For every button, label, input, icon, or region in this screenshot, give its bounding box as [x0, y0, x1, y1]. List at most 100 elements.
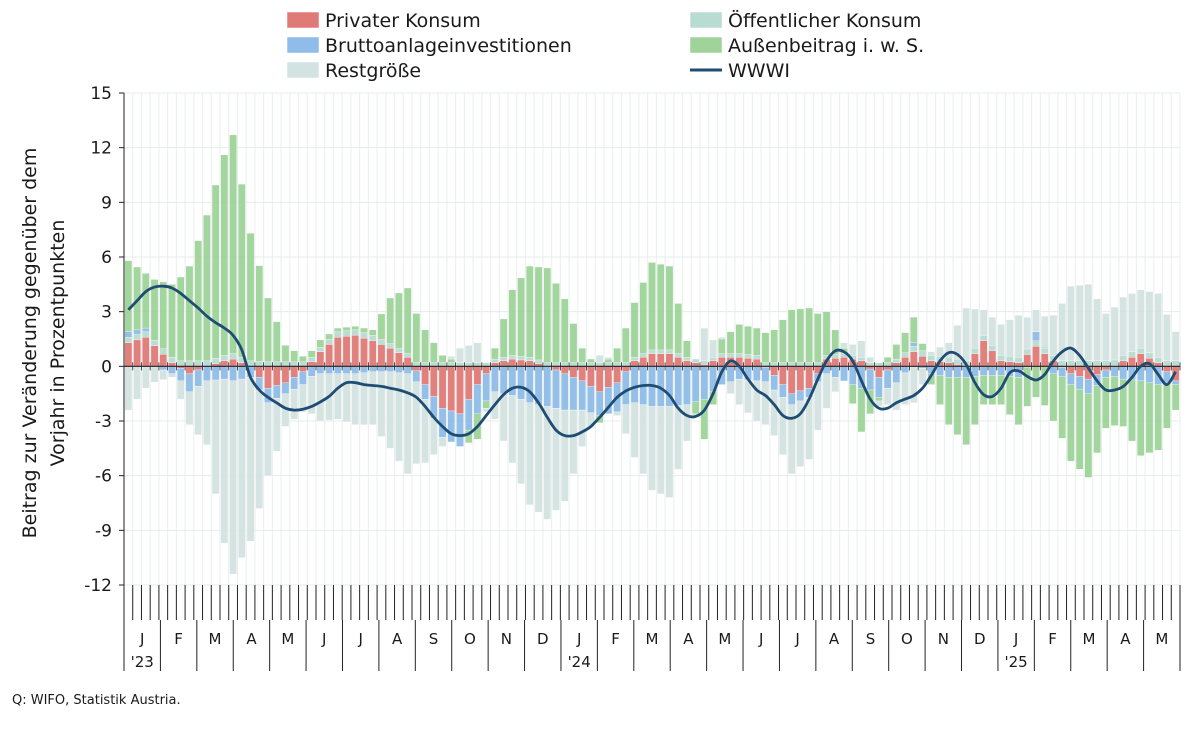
bar-privater-konsum [386, 347, 394, 367]
bar-bruttoanlageinvestitionen [421, 384, 429, 400]
x-month-label: M [1082, 630, 1095, 648]
bar-privater-konsum [1006, 361, 1014, 367]
bar-restgroesse [726, 381, 735, 394]
bar-restgroesse [656, 406, 665, 495]
bar-oeffentlicher-konsum [526, 357, 534, 362]
bar-aussenbeitrag [534, 266, 543, 361]
bar-restgroesse [560, 409, 569, 502]
bar-bruttoanlageinvestitionen [1084, 378, 1093, 394]
y-tick-label: 9 [101, 193, 112, 213]
bar-bruttoanlageinvestitionen [238, 366, 246, 380]
bar-aussenbeitrag [203, 214, 211, 362]
bar-bruttoanlageinvestitionen [866, 368, 874, 391]
bar-restgroesse [569, 409, 578, 474]
bar-bruttoanlageinvestitionen [464, 398, 473, 431]
bar-privater-konsum [1119, 360, 1128, 367]
bar-privater-konsum [403, 357, 412, 367]
bar-aussenbeitrag [683, 340, 691, 358]
bar-aussenbeitrag [700, 398, 709, 440]
bar-privater-konsum [805, 366, 813, 389]
zero-line [123, 362, 1181, 371]
x-month-label: J [357, 630, 362, 648]
bar-aussenbeitrag [691, 401, 700, 414]
bar-restgroesse [255, 389, 264, 509]
bar-aussenbeitrag [857, 388, 866, 433]
bar-aussenbeitrag [918, 343, 927, 351]
bar-oeffentlicher-konsum [185, 360, 194, 367]
bar-bruttoanlageinvestitionen [752, 366, 761, 382]
bar-aussenbeitrag [971, 376, 979, 425]
bar-bruttoanlageinvestitionen [726, 366, 735, 382]
bar-oeffentlicher-konsum [831, 354, 840, 359]
y-tick-label: -6 [95, 467, 112, 487]
bar-restgroesse [1032, 309, 1040, 332]
bar-privater-konsum [665, 353, 674, 367]
bar-bruttoanlageinvestitionen [526, 366, 534, 403]
bar-restgroesse [229, 380, 237, 575]
bar-restgroesse [988, 316, 997, 346]
bar-restgroesse [1058, 303, 1066, 362]
bar-bruttoanlageinvestitionen [473, 384, 482, 414]
bar-restgroesse [334, 373, 342, 420]
bar-oeffentlicher-konsum [395, 348, 403, 353]
bar-restgroesse [892, 382, 901, 411]
y-tick-label: 6 [101, 248, 112, 268]
bar-oeffentlicher-konsum [403, 353, 412, 358]
bar-aussenbeitrag [142, 273, 150, 329]
bar-oeffentlicher-konsum [211, 357, 220, 364]
bar-privater-konsum [473, 366, 482, 385]
bar-privater-konsum [639, 357, 648, 367]
bar-restgroesse [150, 366, 159, 383]
bar-bruttoanlageinvestitionen [272, 385, 281, 399]
x-month-label: O [901, 630, 913, 648]
bar-privater-konsum [395, 352, 403, 367]
bar-bruttoanlageinvestitionen [936, 366, 944, 376]
bar-restgroesse [927, 351, 936, 356]
bar-restgroesse [185, 391, 194, 425]
bar-aussenbeitrag [1014, 377, 1023, 425]
bar-restgroesse [377, 371, 386, 437]
legend-label-privater-konsum: Privater Konsum [325, 10, 481, 32]
bar-bruttoanlageinvestitionen [133, 329, 141, 335]
bar-oeffentlicher-konsum [316, 347, 325, 352]
bar-aussenbeitrag [403, 287, 412, 354]
bar-oeffentlicher-konsum [255, 361, 264, 367]
bar-aussenbeitrag [351, 326, 360, 331]
bar-bruttoanlageinvestitionen [883, 369, 892, 389]
y-axis: 15 12 9 6 3 0 -3 -6 -9 -12 [84, 84, 125, 596]
x-month-label: J [139, 630, 144, 648]
bar-bruttoanlageinvestitionen [979, 366, 988, 376]
bar-bruttoanlageinvestitionen [910, 342, 918, 347]
x-month-label: A [1120, 630, 1131, 648]
bar-aussenbeitrag [1102, 377, 1110, 429]
bar-oeffentlicher-konsum [499, 357, 508, 362]
bar-restgroesse [517, 398, 525, 485]
bar-privater-konsum [656, 353, 665, 367]
bar-restgroesse [543, 406, 552, 520]
bar-privater-konsum [482, 366, 490, 374]
bar-restgroesse [700, 327, 709, 362]
y-tick-label: -9 [95, 521, 112, 541]
bar-oeffentlicher-konsum [752, 355, 761, 360]
bar-restgroesse [613, 411, 621, 416]
bar-privater-konsum [587, 366, 595, 387]
bar-restgroesse [194, 386, 202, 435]
bar-aussenbeitrag [656, 264, 665, 351]
bar-aussenbeitrag [325, 333, 333, 340]
bar-aussenbeitrag [1163, 382, 1171, 429]
bar-bruttoanlageinvestitionen [281, 382, 290, 394]
bar-restgroesse [316, 373, 325, 422]
bar-oeffentlicher-konsum [910, 346, 918, 352]
bar-restgroesse [971, 308, 979, 349]
bar-privater-konsum [1163, 366, 1171, 372]
bar-oeffentlicher-konsum [194, 360, 202, 367]
bar-bruttoanlageinvestitionen [142, 327, 150, 332]
bar-aussenbeitrag [316, 339, 325, 348]
bar-privater-konsum [709, 360, 717, 367]
bar-aussenbeitrag [342, 327, 351, 331]
bar-restgroesse [814, 381, 822, 431]
bar-oeffentlicher-konsum [648, 349, 656, 354]
y-tick-label: 15 [90, 84, 112, 104]
y-axis-label: Beitrag zur Veränderung gegenüber dem Vor… [19, 148, 69, 539]
bar-privater-konsum [447, 366, 456, 412]
